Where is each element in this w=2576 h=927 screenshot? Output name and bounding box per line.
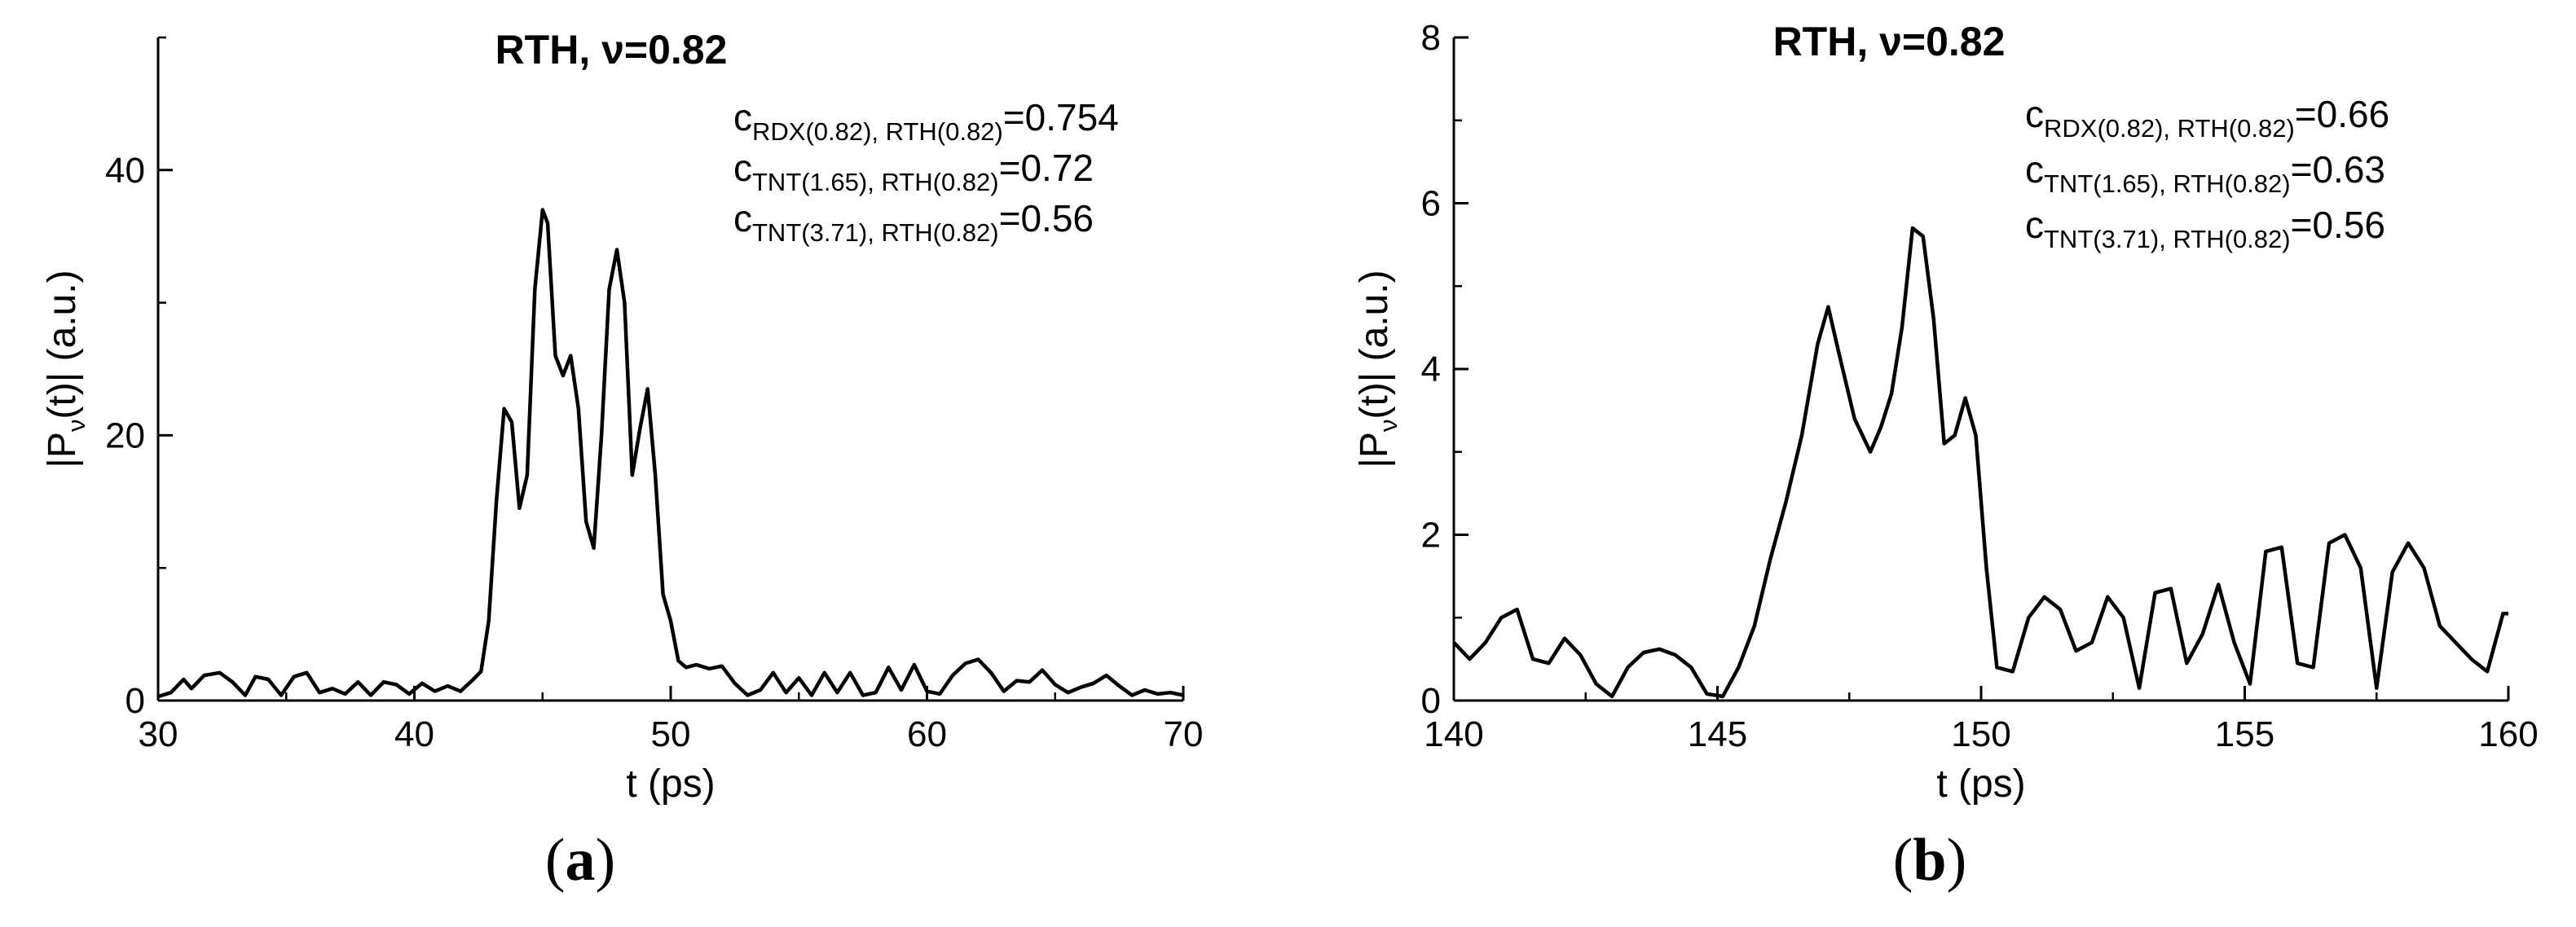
chart-b-coefficient-3-subscript: TNT(3.71), RTH(0.82) — [2044, 225, 2291, 253]
chart-a-y-axis-title-sub: ν — [62, 420, 90, 433]
chart-b-coefficient-1-symbol: c — [2025, 93, 2044, 135]
chart-a-y-axis-title-main: |P — [41, 432, 84, 468]
chart-a-x-tick-label: 60 — [907, 714, 947, 754]
chart-b-x-tick-label: 140 — [1424, 714, 1483, 754]
chart-a-x-tick-label: 70 — [1164, 714, 1204, 754]
chart-b-x-tick-label: 160 — [2478, 714, 2538, 754]
chart-a-coefficient-2-value: =0.72 — [999, 147, 1094, 189]
chart-b-y-tick-label: 6 — [1421, 184, 1441, 224]
chart-b-y-tick-label: 8 — [1421, 18, 1441, 58]
chart-a-x-tick-label: 40 — [394, 714, 434, 754]
chart-b-series-line — [1452, 226, 2508, 699]
chart-a-y-tick-label: 0 — [125, 681, 145, 721]
chart-b-coefficient-2-subscript: TNT(1.65), RTH(0.82) — [2044, 169, 2291, 198]
chart-a-coefficient-3: cTNT(3.71), RTH(0.82)=0.56 — [733, 197, 1094, 247]
chart-a-coefficient-3-value: =0.56 — [999, 197, 1094, 239]
chart-a-coefficient-3-subscript: TNT(3.71), RTH(0.82) — [752, 218, 999, 247]
chart-a-x-tick-label: 50 — [651, 714, 691, 754]
chart-b-axes — [1452, 37, 2508, 702]
chart-b-y-tick-label: 2 — [1421, 516, 1441, 556]
chart-b-ticks: 140 145 150 155 160 0 2 4 6 8 — [1421, 18, 2539, 754]
chart-a-title: RTH, ν=0.82 — [495, 27, 728, 72]
chart-a-panel-letter: a — [566, 827, 596, 894]
chart-b-coefficient-1-value: =0.66 — [2295, 93, 2389, 135]
chart-a-series-line — [157, 208, 1184, 699]
chart-b-annotations: cRDX(0.82), RTH(0.82)=0.66 cTNT(1.65), R… — [2025, 93, 2389, 253]
chart-b-coefficient-1-subscript: RDX(0.82), RTH(0.82) — [2044, 114, 2295, 143]
chart-a-coefficient-2-symbol: c — [733, 147, 752, 189]
chart-b-panel-letter: b — [1913, 827, 1946, 894]
chart-b-y-axis-title-sub: ν — [1374, 420, 1402, 433]
chart-a: 30 40 50 60 70 0 20 40 RTH, ν=0.82 t (ps) |Pν(t… — [41, 27, 1203, 894]
chart-a-panel-label: (a) — [545, 827, 615, 894]
chart-a-y-tick-label: 40 — [105, 151, 145, 191]
chart-a-coefficient-1-value: =0.754 — [1003, 96, 1119, 138]
chart-a-coefficient-1-subscript: RDX(0.82), RTH(0.82) — [752, 117, 1003, 146]
chart-b-x-axis-title: t (ps) — [1936, 762, 2025, 806]
chart-a-x-axis-title: t (ps) — [626, 762, 715, 806]
chart-a-y-axis-title-rest: (t)| (a.u.) — [41, 270, 84, 419]
chart-b-coefficient-3: cTNT(3.71), RTH(0.82)=0.56 — [2025, 204, 2385, 253]
chart-a-ticks: 30 40 50 60 70 0 20 40 — [105, 36, 1204, 754]
chart-a-y-axis-title: |Pν(t)| (a.u.) — [41, 270, 90, 468]
chart-a-coefficient-3-symbol: c — [733, 197, 752, 239]
chart-b-x-tick-label: 145 — [1688, 714, 1747, 754]
chart-b-x-tick-label: 155 — [2215, 714, 2274, 754]
chart-a-coefficient-1-symbol: c — [733, 96, 752, 138]
chart-a-coefficient-2: cTNT(1.65), RTH(0.82)=0.72 — [733, 147, 1094, 196]
chart-b-y-axis-title-main: |P — [1353, 432, 1396, 468]
chart-b-coefficient-2-symbol: c — [2025, 148, 2044, 191]
chart-a-series-layer — [157, 208, 1184, 699]
chart-a-coefficient-1: cRDX(0.82), RTH(0.82)=0.754 — [733, 96, 1119, 146]
chart-b-y-axis-title: |Pν(t)| (a.u.) — [1353, 270, 1402, 468]
chart-b-y-tick-label: 0 — [1421, 681, 1441, 721]
chart-b-coefficient-2-value: =0.63 — [2291, 148, 2385, 191]
chart-a-coefficient-2-subscript: TNT(1.65), RTH(0.82) — [752, 168, 999, 196]
chart-b-series-layer — [1452, 226, 2508, 699]
chart-b-panel-label: (b) — [1893, 827, 1966, 894]
chart-b-coefficient-3-symbol: c — [2025, 204, 2044, 246]
chart-a-y-tick-label: 20 — [105, 415, 145, 455]
chart-b-x-tick-label: 150 — [1951, 714, 2010, 754]
chart-b-coefficient-1: cRDX(0.82), RTH(0.82)=0.66 — [2025, 93, 2389, 143]
chart-b-y-axis-title-rest: (t)| (a.u.) — [1353, 270, 1396, 419]
chart-b-title: RTH, ν=0.82 — [1773, 19, 2006, 64]
chart-a-x-tick-label: 30 — [139, 714, 178, 754]
chart-a-annotations: cRDX(0.82), RTH(0.82)=0.754 cTNT(1.65), … — [733, 96, 1119, 247]
chart-b-coefficient-3-value: =0.56 — [2291, 204, 2385, 246]
chart-b-y-tick-label: 4 — [1421, 349, 1441, 389]
chart-b-coefficient-2: cTNT(1.65), RTH(0.82)=0.63 — [2025, 148, 2385, 198]
